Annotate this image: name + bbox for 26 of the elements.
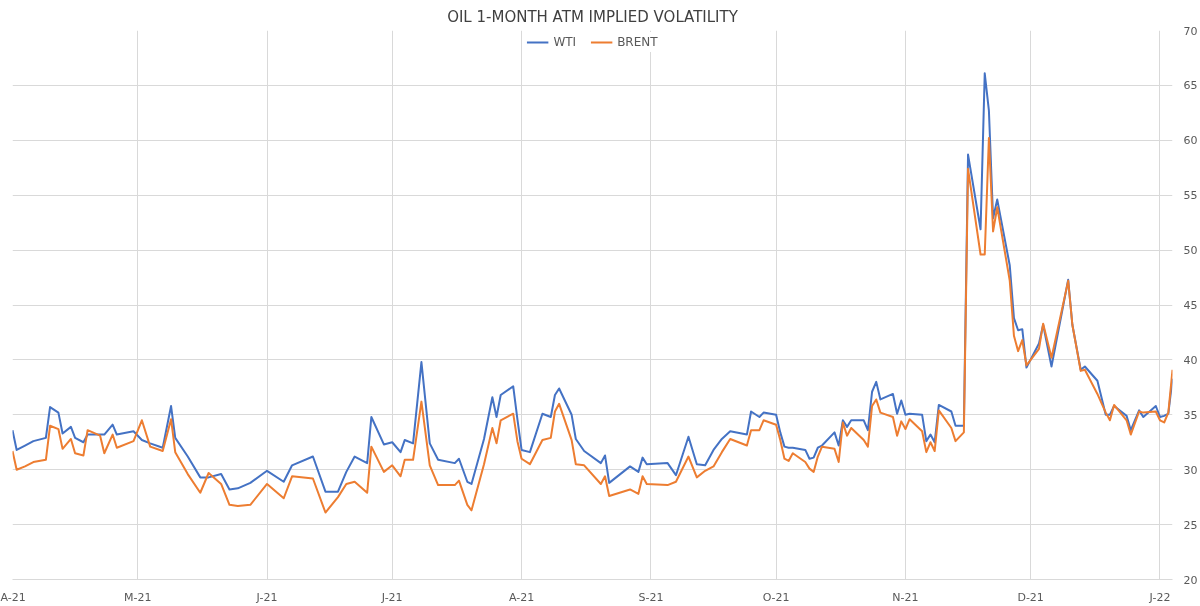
x-tick-label: N-21 [892,590,919,604]
y-tick-label: 20 [1183,573,1198,587]
y-tick-label: 50 [1183,244,1198,258]
y-tick-label: 35 [1183,408,1198,422]
x-tick-label: J-21 [380,590,403,604]
line-series [12,72,1173,493]
y-tick-label: 65 [1183,79,1198,93]
y-tick-label: 45 [1183,299,1198,312]
x-tick-label: O-21 [762,590,790,604]
x-tick-label: D-21 [1017,590,1044,604]
chart-title: OIL 1-MONTH ATM IMPLIED VOLATILITY [447,7,739,26]
y-tick-label: 30 [1183,463,1198,477]
x-tick-label: A-21 [508,590,535,604]
legend-label: BRENT [617,35,658,49]
x-tick-label: J-21 [255,590,278,604]
x-tick-label: J-22 [1148,590,1171,604]
x-tick-label: S-21 [638,590,664,604]
y-tick-label: 70 [1183,24,1198,38]
line-series [12,137,1173,514]
y-tick-label: 40 [1183,353,1198,367]
y-tick-label: 25 [1183,518,1198,532]
x-tick-label: M-21 [123,590,152,604]
x-tick-label: A-21 [0,590,26,604]
y-tick-label: 60 [1183,134,1198,148]
y-tick-label: 55 [1183,189,1198,203]
legend-label: WTI [553,35,577,49]
